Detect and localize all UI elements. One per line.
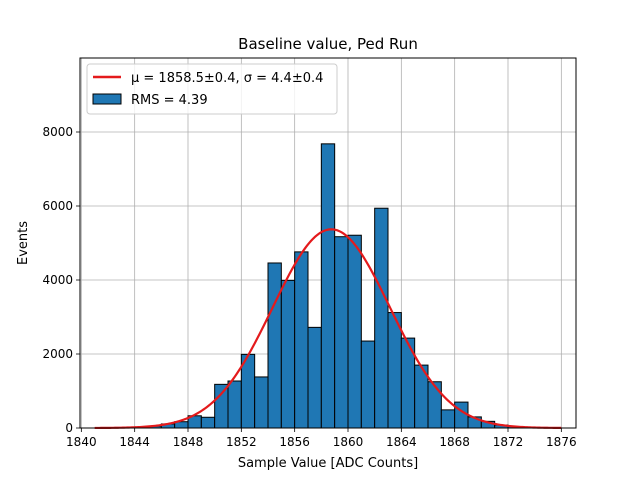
histogram-bars [147, 143, 522, 429]
legend-fit-label: μ = 1858.5±0.4, σ = 4.4±0.4 [131, 71, 323, 86]
y-axis-label: Events [16, 221, 31, 265]
histogram-bar [387, 312, 402, 429]
histogram-bar [307, 326, 322, 429]
gaussian-fit-curve [94, 228, 562, 430]
x-axis-ticks: 1840 1844 1848 1852 1856 1860 1864 1868 1872 1876 [66, 428, 577, 449]
histogram-bar [374, 207, 389, 429]
histogram-bar [427, 381, 442, 429]
x-tick-label: 1856 [279, 435, 310, 449]
x-tick-label: 1840 [66, 435, 97, 449]
x-tick-label: 1860 [333, 435, 364, 449]
legend-histogram-label: RMS = 4.39 [131, 93, 208, 108]
x-tick-label: 1876 [546, 435, 577, 449]
x-tick-label: 1864 [386, 435, 417, 449]
y-axis-ticks: 0 2000 4000 6000 8000 [42, 125, 80, 435]
histogram-bar [440, 409, 456, 429]
histogram-bar [280, 279, 296, 429]
x-axis-label: Sample Value [ADC Counts] [238, 456, 418, 471]
histogram-bar [200, 416, 216, 429]
y-tick-label: 0 [65, 421, 73, 435]
histogram-bar [454, 401, 469, 429]
x-tick-label: 1848 [173, 435, 204, 449]
x-tick-label: 1872 [493, 435, 524, 449]
x-tick-label: 1868 [439, 435, 470, 449]
histogram-bar [227, 380, 242, 429]
legend-histogram-swatch [92, 93, 122, 105]
histogram-bar [254, 376, 269, 429]
x-tick-label: 1852 [226, 435, 257, 449]
y-tick-label: 8000 [42, 125, 73, 139]
histogram-bar [320, 143, 336, 429]
histogram-bar [347, 234, 362, 429]
plot-frame [79, 57, 577, 429]
histogram-bar [294, 251, 309, 429]
y-tick-label: 6000 [42, 199, 73, 213]
histogram-bar [214, 383, 229, 429]
fit-curve-group [94, 228, 562, 430]
x-tick-label: 1844 [119, 435, 150, 449]
y-tick-label: 2000 [42, 347, 73, 361]
histogram-bar [334, 236, 349, 429]
chart-title: Baseline value, Ped Run [238, 35, 418, 53]
histogram-bar [267, 262, 282, 429]
y-tick-label: 4000 [42, 273, 73, 287]
legend-box [86, 63, 338, 115]
histogram-bar [360, 340, 376, 429]
legend: μ = 1858.5±0.4, σ = 4.4±0.4 RMS = 4.39 [86, 63, 338, 115]
